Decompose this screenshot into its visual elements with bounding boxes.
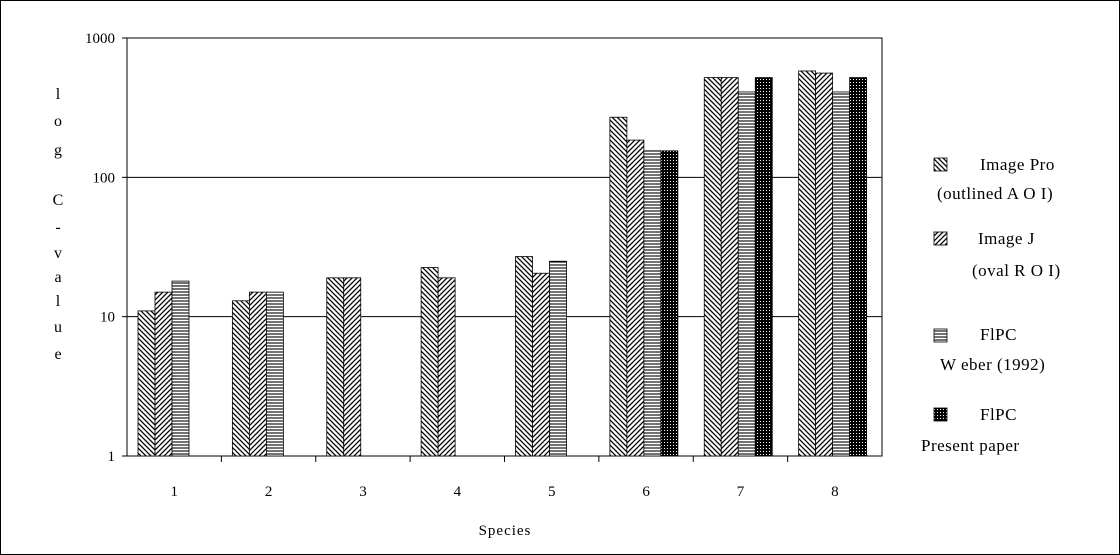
- bar: [720, 77, 739, 457]
- y-axis-title-glyph: a: [54, 269, 61, 286]
- y-tick-label: 1: [108, 449, 116, 465]
- legend: Image Pro (outlined A O I) Image J (oval R …: [921, 155, 1061, 455]
- y-axis-title-glyph: v: [54, 245, 62, 262]
- bar: [420, 267, 439, 457]
- legend-label: Present paper: [921, 436, 1020, 455]
- bar: [754, 77, 773, 457]
- x-tick-label: 3: [359, 484, 367, 500]
- bar: [626, 139, 645, 457]
- legend-swatch: [933, 231, 948, 246]
- bar: [609, 116, 628, 457]
- bar: [532, 272, 550, 457]
- plot-area: 1 10 100 1000 1 2 3 4 5 6 7 8: [85, 31, 883, 500]
- y-axis-title-glyph: l: [56, 86, 61, 103]
- bar: [643, 150, 662, 457]
- legend-label: FlPC: [980, 325, 1017, 344]
- axes: 1 10 100 1000 1 2 3 4 5 6 7 8: [85, 31, 839, 500]
- bar: [326, 277, 345, 457]
- y-axis-title-glyph: o: [54, 113, 62, 130]
- y-tick-label: 1000: [85, 31, 115, 47]
- y-axis-title-glyph: C: [53, 192, 64, 209]
- x-tick-label: 8: [831, 484, 839, 500]
- y-axis-title-glyph: l: [56, 293, 61, 310]
- legend-label: W eber (1992): [940, 355, 1045, 374]
- legend-label: Image J: [978, 229, 1035, 248]
- x-tick-label: 2: [265, 484, 273, 500]
- bar: [549, 260, 567, 457]
- y-axis-title-glyph: u: [54, 319, 62, 336]
- bar: [660, 150, 679, 457]
- bar: [137, 310, 156, 457]
- y-tick-label: 10: [100, 310, 115, 326]
- legend-swatch: [933, 157, 948, 172]
- bar: [154, 291, 173, 457]
- bar: [171, 280, 190, 457]
- y-axis-title-glyph: -: [55, 219, 60, 236]
- bar: [265, 291, 284, 457]
- bar: [437, 277, 456, 457]
- x-axis-title: Species: [479, 523, 532, 539]
- bar: [248, 291, 267, 457]
- bar: [832, 91, 851, 457]
- x-tick-label: 6: [642, 484, 650, 500]
- bar: [703, 77, 722, 457]
- x-tick-label: 7: [737, 484, 745, 500]
- bar: [515, 256, 533, 457]
- bars: [137, 70, 868, 457]
- legend-label: (oval R O I): [972, 261, 1061, 280]
- legend-label: Image Pro: [980, 155, 1055, 174]
- bar: [343, 277, 362, 457]
- bar: [798, 70, 817, 457]
- legend-swatch: [933, 407, 948, 422]
- bar: [231, 300, 250, 457]
- x-tick-label: 5: [548, 484, 556, 500]
- legend-label: FlPC: [980, 405, 1017, 424]
- x-tick-label: 4: [454, 484, 462, 500]
- legend-label: (outlined A O I): [937, 184, 1053, 203]
- bar: [849, 77, 868, 457]
- y-tick-label: 100: [93, 170, 116, 186]
- bar: [737, 91, 756, 457]
- legend-swatch: [933, 328, 948, 343]
- y-axis-title-glyph: e: [54, 346, 61, 363]
- bar: [815, 72, 834, 457]
- y-axis-title-glyph: g: [54, 142, 62, 159]
- x-tick-label: 1: [170, 484, 178, 500]
